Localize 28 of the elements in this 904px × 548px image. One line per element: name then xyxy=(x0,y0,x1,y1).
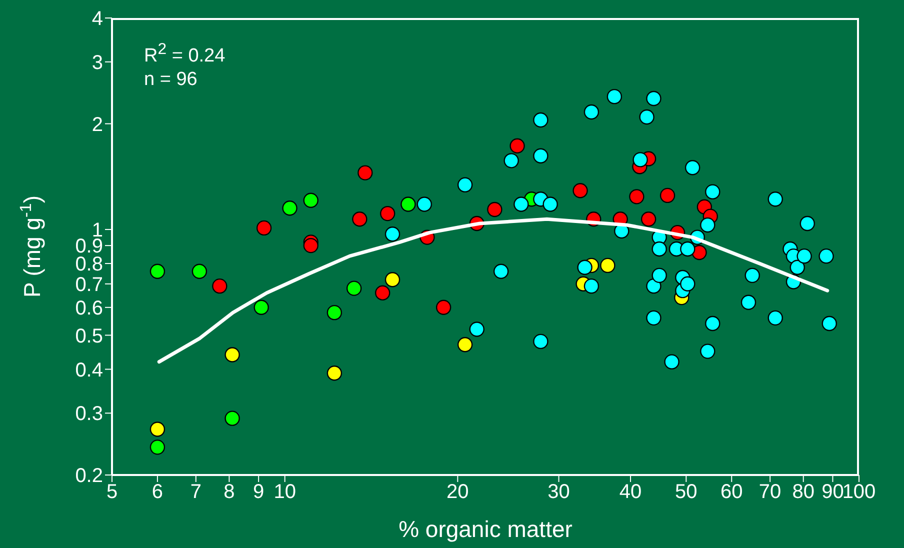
x-tick-label: 90 xyxy=(822,481,844,504)
x-tick-label: 9 xyxy=(253,481,264,504)
x-tick-label: 20 xyxy=(446,481,469,504)
x-tick-label: 30 xyxy=(548,481,570,504)
x-tick-label: 100 xyxy=(842,481,876,504)
x-tick-label: 10 xyxy=(274,481,296,504)
annotation: n = 96 xyxy=(144,68,198,92)
y-tick-label: 0.8 xyxy=(75,254,103,276)
y-tick-label: 0.5 xyxy=(75,325,103,348)
x-tick-label: 8 xyxy=(224,481,235,504)
annotation: R$^{2}$ = 0.24 xyxy=(144,40,226,68)
y-tick-label: 0.2 xyxy=(75,465,103,488)
x-tick-label: 60 xyxy=(720,481,743,504)
x-tick-label: 80 xyxy=(792,481,814,504)
y-tick-label: 0.7 xyxy=(75,274,103,296)
y-tick-label: 0.4 xyxy=(75,359,103,382)
x-tick-label: 70 xyxy=(758,481,782,504)
x-tick-label: 50 xyxy=(675,481,698,504)
y-tick-label: 2 xyxy=(92,114,103,136)
y-tick-label: 0.6 xyxy=(75,298,103,320)
y-tick-label: 3 xyxy=(92,52,103,74)
x-axis-title: % organic matter xyxy=(398,516,573,542)
x-tick-label: 7 xyxy=(190,481,202,504)
x-tick-label: 6 xyxy=(152,481,164,504)
x-tick-label: 40 xyxy=(619,481,642,504)
x-tick-label: 5 xyxy=(106,481,118,504)
y-tick-label: 0.3 xyxy=(75,403,103,426)
y-tick-label: 4 xyxy=(92,8,103,30)
